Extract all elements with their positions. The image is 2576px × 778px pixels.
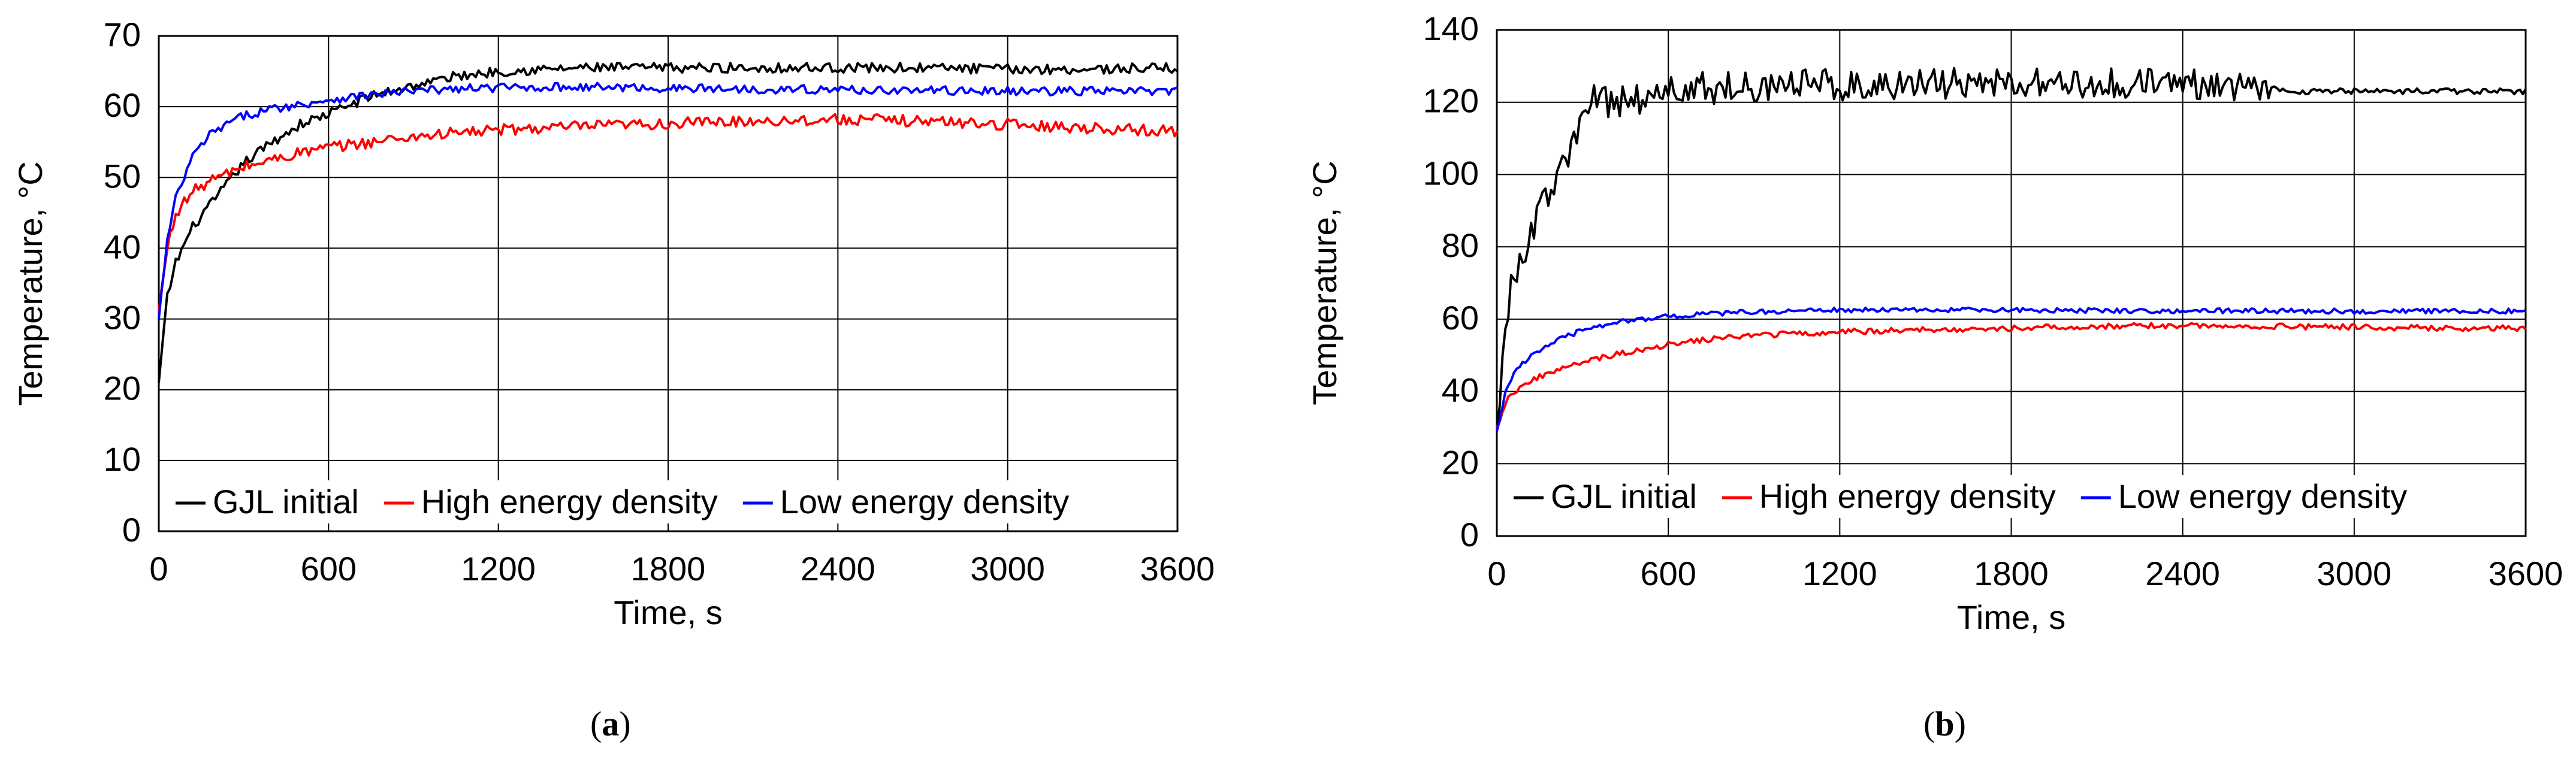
chart-a-x-tick-label: 0 [149, 550, 168, 588]
chart-b-legend-entry-2: High energy density [1759, 477, 2056, 515]
chart-b: 0 20 40 60 80 100 120 140 0 600 1200 1800 2400 3000 36… [1306, 10, 2563, 636]
chart-b-series-line-2 [1496, 322, 2527, 428]
chart-a-legend-entry-2: High energy density [421, 483, 718, 520]
chart-b-x-tick-label: 3000 [2317, 555, 2392, 592]
chart-a-y-axis-label: Temperature, °C [11, 161, 49, 405]
chart-a: 0 10 20 30 40 50 60 70 0 600 1200 1800 2400 3000 3600 T… [11, 16, 1215, 631]
chart-b-x-tick-label: 1800 [1974, 555, 2049, 592]
chart-a-x-tick-label: 1800 [631, 550, 706, 588]
chart-b-x-tick-label: 0 [1487, 555, 1506, 592]
chart-b-series-line-3 [1496, 306, 2526, 432]
chart-a-y-tick-label: 60 [104, 86, 141, 124]
chart-b-legend [1500, 475, 2436, 518]
chart-b-legend-entry-1: GJL initial [1551, 477, 1697, 515]
panel-label-a: (a) [590, 704, 631, 743]
chart-a-y-tick-label: 70 [104, 16, 141, 53]
chart-b-y-tick-label: 20 [1442, 443, 1479, 481]
chart-b-y-tick-label: 60 [1442, 299, 1479, 337]
chart-b-y-tick-label: 80 [1442, 226, 1479, 264]
chart-a-x-axis-label: Time, s [614, 594, 722, 631]
chart-a-legend-entry-1: GJL initial [213, 483, 359, 520]
chart-a-x-tick-label: 3600 [1140, 550, 1215, 588]
chart-b-legend-entry-3: Low energy density [2118, 477, 2408, 515]
chart-a-series-line-3 [158, 81, 1178, 319]
chart-b-y-axis-label: Temperature, °C [1306, 161, 1343, 405]
chart-b-x-axis-label: Time, s [1957, 598, 2065, 636]
chart-b-y-tick-label: 0 [1460, 516, 1479, 553]
chart-b-series-line-1 [1496, 66, 2527, 428]
chart-a-y-tick-label: 10 [104, 440, 141, 478]
chart-a-y-tick-label: 50 [104, 157, 141, 195]
chart-a-x-tick-label: 2400 [801, 550, 875, 588]
chart-b-y-tick-label: 120 [1423, 82, 1479, 120]
chart-a-legend-entry-3: Low energy density [780, 483, 1070, 520]
chart-a-series-line-1 [158, 61, 1179, 383]
chart-a-y-tick-label: 30 [104, 299, 141, 337]
chart-a-x-tick-label: 600 [301, 550, 357, 588]
chart-a-legend [162, 480, 1098, 523]
chart-b-x-tick-label: 2400 [2145, 555, 2220, 592]
panel-label-b: (b) [1923, 704, 1966, 743]
chart-a-y-tick-label: 0 [122, 511, 141, 549]
chart-a-x-tick-label: 3000 [970, 550, 1045, 588]
chart-a-y-tick-label: 40 [104, 228, 141, 265]
chart-b-x-tick-label: 3600 [2489, 555, 2563, 592]
chart-a-y-tick-label: 20 [104, 370, 141, 407]
chart-b-y-tick-label: 40 [1442, 371, 1479, 409]
chart-b-x-tick-label: 600 [1640, 555, 1696, 592]
chart-b-x-tick-label: 1200 [1802, 555, 1877, 592]
chart-b-y-tick-label: 100 [1423, 154, 1479, 192]
chart-a-series-line-2 [158, 113, 1179, 313]
chart-a-x-tick-label: 1200 [461, 550, 536, 588]
chart-b-y-tick-label: 140 [1423, 10, 1479, 47]
